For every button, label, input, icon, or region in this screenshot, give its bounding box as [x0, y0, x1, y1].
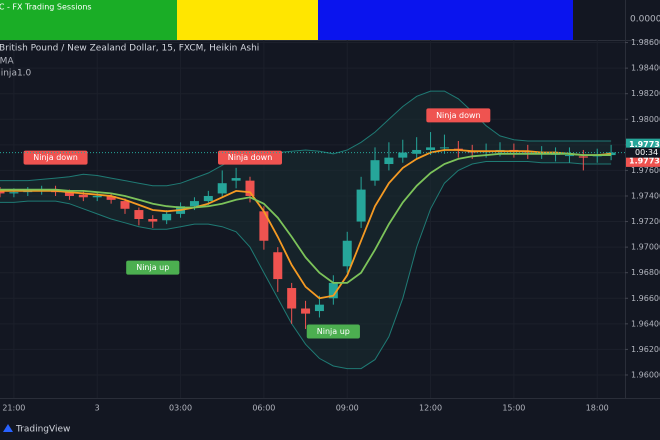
- legend-line: EMA: [0, 57, 14, 67]
- annotation-box: [426, 108, 491, 123]
- annotation-box: [126, 260, 180, 275]
- annotation-label: Ninja up: [136, 263, 169, 272]
- band-fill: [0, 91, 612, 369]
- y-tick-label: 1.97600: [631, 166, 660, 175]
- price-tag: [626, 154, 660, 167]
- candle-body: [342, 240, 352, 267]
- candle-body: [78, 194, 88, 198]
- footer-brand: TradingView: [15, 425, 70, 435]
- y-tick-label: 1.98400: [631, 64, 660, 73]
- annotation-label: Ninja down: [33, 153, 78, 162]
- candle-body: [120, 201, 130, 209]
- candle-body: [134, 210, 144, 219]
- candle-body: [231, 178, 241, 181]
- candle-body: [578, 156, 588, 158]
- y-tick-label: 1.98200: [631, 89, 660, 98]
- countdown-label: 00:34: [635, 148, 658, 157]
- x-tick-label: 06:00: [252, 404, 275, 413]
- candle-body: [92, 195, 102, 198]
- candle-body: [439, 147, 449, 149]
- y-tick-label: 1.96800: [631, 268, 660, 277]
- x-tick-label: 15:00: [502, 404, 525, 413]
- x-tick-label: 18:00: [586, 404, 609, 413]
- candle-body: [0, 190, 5, 194]
- candle-body: [106, 195, 116, 200]
- candle-body: [384, 157, 394, 165]
- y-tick-label: 1.97000: [631, 243, 660, 252]
- session-block: [177, 0, 318, 40]
- candle-body: [328, 282, 338, 299]
- candle-body: [162, 213, 172, 221]
- footer-bar: [0, 418, 660, 440]
- candle-body: [314, 304, 324, 312]
- candle-body: [398, 152, 408, 158]
- session-block: [0, 0, 177, 40]
- annotation-box: [306, 324, 360, 339]
- annotation-label: Ninja down: [436, 111, 481, 120]
- candle-body: [217, 183, 227, 194]
- x-tick-label: 03:00: [169, 404, 192, 413]
- x-tick-label: 21:00: [2, 404, 25, 413]
- y-tick-label: 1.96000: [631, 370, 660, 379]
- candle-body: [9, 192, 19, 194]
- y-tick-label: 1.97200: [631, 217, 660, 226]
- candle-body: [287, 288, 297, 309]
- candle-body: [412, 149, 422, 154]
- candle-body: [301, 308, 311, 314]
- legend-line: Ninja1.0: [0, 69, 32, 79]
- logo: [3, 424, 13, 432]
- candle-body: [203, 195, 213, 202]
- ema-line: [0, 149, 612, 300]
- y-tick-label: 1.96200: [631, 345, 660, 354]
- countdown-tag: [626, 147, 660, 158]
- annotation-box: [23, 150, 88, 165]
- y-tick-label: 1.97400: [631, 191, 660, 200]
- candle-body: [259, 211, 269, 241]
- x-tick-label: 12:00: [419, 404, 442, 413]
- indicator-title: PC - FX Trading Sessions: [0, 3, 92, 12]
- chart-title: British Pound / New Zealand Dollar, 15, …: [0, 44, 259, 54]
- x-tick-label: 3: [95, 404, 100, 413]
- candle-body: [64, 192, 74, 196]
- candle-body: [148, 219, 158, 222]
- band-line: [0, 161, 612, 370]
- annotation-label: Ninja down: [228, 153, 273, 162]
- candle-body: [426, 147, 436, 150]
- annotation-label: Ninja up: [317, 327, 350, 336]
- candle-body: [189, 201, 199, 207]
- candle-body: [356, 189, 366, 222]
- y-tick-label: 1.96400: [631, 319, 660, 328]
- candle-body: [564, 155, 574, 157]
- x-tick-label: 09:00: [336, 404, 359, 413]
- y-tick-label: 1.98000: [631, 115, 660, 124]
- candle-body: [245, 180, 255, 196]
- indicator-value: 0.00000: [630, 15, 660, 25]
- annotation-box: [218, 150, 282, 165]
- y-tick-label: 1.98600: [631, 38, 660, 47]
- session-block: [318, 0, 573, 40]
- price-tag-label: 1.97739: [629, 140, 660, 149]
- candle-body: [370, 160, 380, 181]
- ema-line: [0, 152, 612, 284]
- candle-body: [606, 152, 616, 156]
- candle-body: [273, 252, 283, 280]
- price-tag-label: 1.97737: [629, 156, 660, 165]
- y-tick-label: 1.96600: [631, 294, 660, 303]
- band-line: [0, 90, 612, 187]
